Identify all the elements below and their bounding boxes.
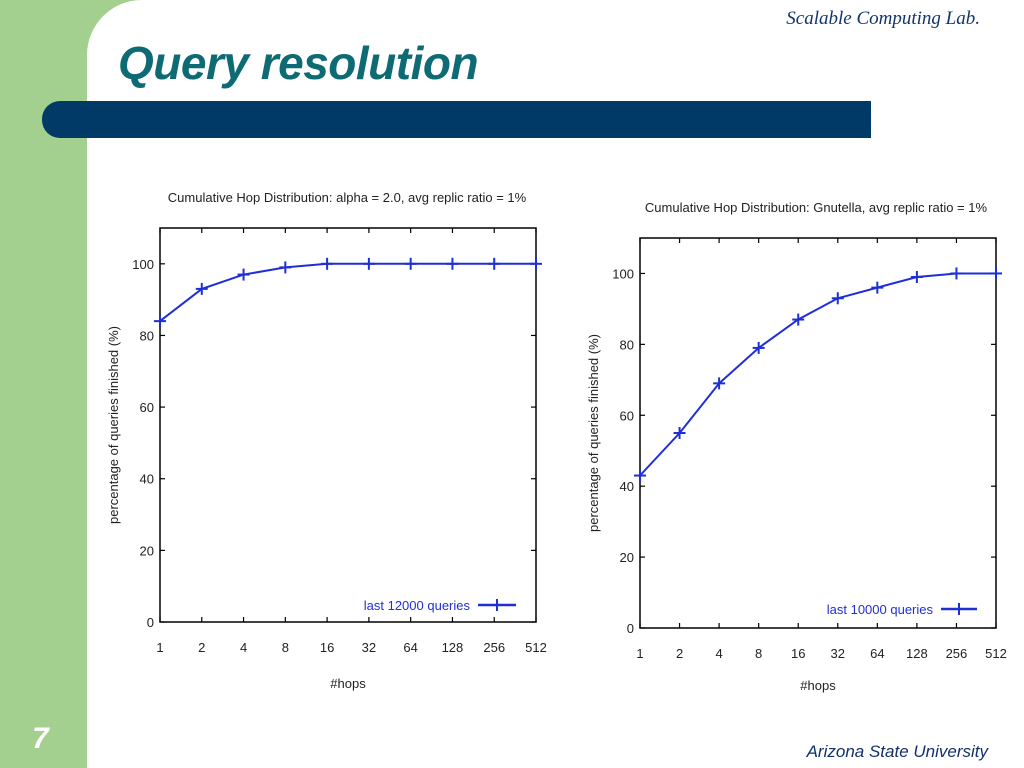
plot-frame — [159, 227, 537, 623]
x-tick-label: 16 — [320, 640, 334, 655]
x-tick-label: 8 — [282, 640, 289, 655]
lab-name: Scalable Computing Lab. — [786, 8, 980, 29]
x-tick-label: 128 — [906, 646, 928, 661]
x-tick-label: 1 — [156, 640, 163, 655]
y-tick-label: 20 — [140, 543, 154, 558]
x-axis-label: #hops — [800, 678, 836, 693]
x-tick-label: 32 — [362, 640, 376, 655]
x-tick-label: 16 — [791, 646, 805, 661]
university-name: Arizona State University — [806, 742, 988, 761]
y-tick-label: 0 — [627, 621, 634, 636]
y-tick-label: 100 — [612, 266, 634, 281]
x-tick-label: 32 — [831, 646, 845, 661]
plot-frame — [639, 237, 997, 629]
title-area — [87, 0, 387, 101]
x-tick-label: 128 — [442, 640, 464, 655]
x-tick-label: 256 — [483, 640, 505, 655]
x-axis-label: #hops — [330, 676, 366, 691]
y-tick-label: 60 — [140, 400, 154, 415]
x-tick-label: 4 — [715, 646, 722, 661]
y-tick-label: 60 — [620, 408, 634, 423]
series-line — [159, 262, 536, 322]
x-tick-label: 64 — [870, 646, 884, 661]
x-tick-label: 64 — [403, 640, 417, 655]
x-tick-label: 2 — [198, 640, 205, 655]
y-axis-label: percentage of queries finished (%) — [106, 326, 121, 524]
chart-title: Cumulative Hop Distribution: Gnutella, a… — [645, 200, 988, 215]
x-tick-label: 512 — [525, 640, 547, 655]
series-line — [639, 272, 996, 477]
x-tick-label: 4 — [240, 640, 247, 655]
chart-title: Cumulative Hop Distribution: alpha = 2.0… — [168, 190, 527, 205]
y-tick-label: 40 — [140, 472, 154, 487]
x-tick-label: 1 — [636, 646, 643, 661]
y-tick-label: 20 — [620, 550, 634, 565]
x-tick-label: 512 — [985, 646, 1007, 661]
x-tick-label: 2 — [676, 646, 683, 661]
y-tick-label: 80 — [140, 328, 154, 343]
y-tick-label: 40 — [620, 479, 634, 494]
y-tick-label: 0 — [147, 615, 154, 630]
y-axis-label: percentage of queries finished (%) — [586, 334, 601, 532]
legend-label: last 10000 queries — [827, 602, 934, 617]
x-tick-label: 8 — [755, 646, 762, 661]
y-tick-label: 80 — [620, 337, 634, 352]
slide-number: 7 — [32, 722, 49, 755]
x-tick-label: 256 — [946, 646, 968, 661]
legend-label: last 12000 queries — [364, 598, 471, 613]
header-bar — [42, 101, 871, 138]
y-tick-label: 100 — [132, 257, 154, 272]
page-title: Query resolution — [118, 37, 479, 89]
